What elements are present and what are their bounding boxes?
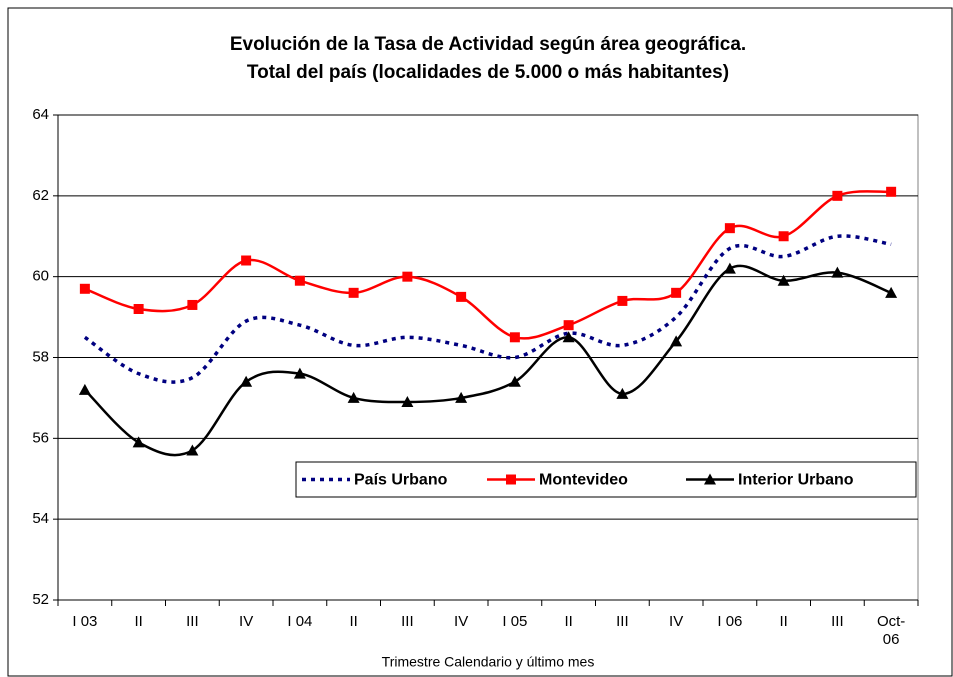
y-tick-label: 62: [32, 187, 49, 204]
y-tick-label: 56: [32, 429, 49, 446]
x-tick-label: IV: [239, 613, 253, 630]
marker: [294, 275, 305, 286]
marker: [79, 283, 90, 294]
y-tick-label: 60: [32, 268, 49, 285]
series-line: [84, 190, 892, 340]
x-tick-label: II: [349, 613, 357, 630]
x-tick-label: III: [616, 613, 629, 630]
x-tick-label: III: [401, 613, 414, 630]
series-line: [83, 234, 892, 384]
marker: [670, 335, 683, 347]
x-axis-label: Trimestre Calendario y último mes: [382, 654, 595, 670]
x-tick-label: II: [134, 613, 142, 630]
x-tick-label: I 05: [502, 613, 527, 630]
marker: [401, 395, 414, 407]
marker: [347, 391, 360, 403]
legend-label: País Urbano: [354, 472, 448, 489]
marker: [240, 375, 253, 387]
marker: [562, 331, 575, 343]
x-tick-label: I 03: [72, 613, 97, 630]
marker: [456, 291, 467, 302]
x-tick-label: IV: [669, 613, 683, 630]
marker: [348, 287, 359, 298]
marker: [132, 436, 145, 448]
marker: [724, 223, 735, 234]
marker: [723, 262, 736, 274]
marker: [671, 287, 682, 298]
marker: [778, 231, 789, 242]
marker: [133, 304, 144, 314]
legend-label: Montevideo: [539, 472, 628, 489]
marker: [777, 274, 790, 286]
y-tick-label: 54: [32, 510, 49, 527]
x-tick-label: IV: [454, 613, 468, 630]
marker: [885, 286, 898, 298]
marker: [508, 375, 521, 387]
marker: [832, 190, 843, 201]
marker: [455, 391, 468, 403]
x-tick-label: III: [186, 613, 199, 630]
chart-title: Evolución de la Tasa de Actividad según …: [230, 34, 746, 55]
marker: [509, 332, 520, 343]
y-tick-label: 64: [32, 106, 49, 123]
x-tick-label: I 06: [717, 613, 742, 630]
x-tick-label: I 04: [287, 613, 312, 630]
marker: [402, 271, 413, 282]
y-tick-label: 58: [32, 348, 49, 365]
legend: [295, 461, 917, 498]
marker: [563, 320, 574, 331]
marker: [617, 295, 628, 306]
legend-marker: [704, 473, 716, 485]
chart-subtitle: Total del país (localidades de 5.000 o m…: [247, 62, 729, 83]
x-tick-label: II: [779, 613, 787, 630]
x-tick-label: Oct-06: [877, 613, 905, 648]
marker: [187, 299, 198, 310]
y-tick-label: 52: [32, 591, 49, 608]
marker: [241, 255, 252, 266]
legend-label: Interior Urbano: [738, 472, 854, 489]
marker: [831, 266, 844, 278]
legend-marker: [506, 474, 516, 485]
marker: [186, 444, 199, 456]
x-tick-label: II: [564, 613, 572, 630]
marker: [616, 387, 629, 399]
series-line: [83, 264, 892, 457]
marker: [78, 383, 91, 395]
marker: [293, 367, 306, 379]
marker: [886, 186, 897, 197]
x-tick-label: III: [831, 613, 844, 630]
